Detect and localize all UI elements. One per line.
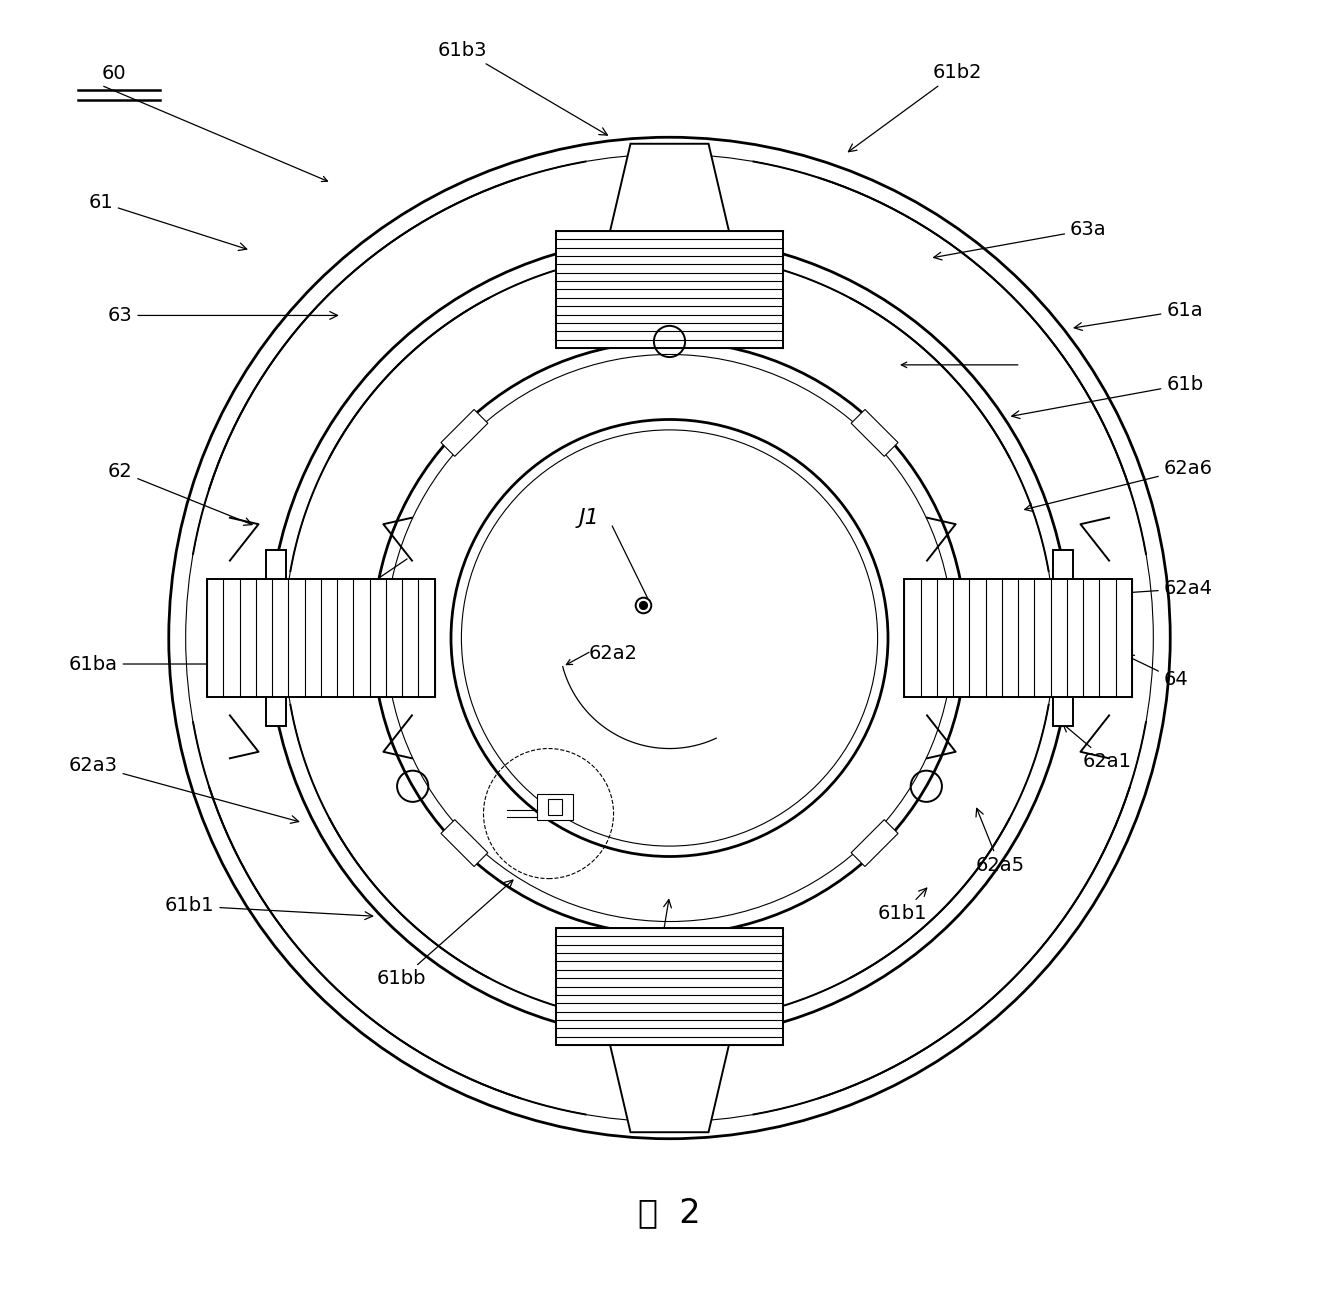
Text: 62a2: 62a2 (589, 644, 637, 663)
Polygon shape (266, 549, 285, 727)
Text: 图  2: 图 2 (639, 1197, 700, 1229)
Polygon shape (581, 1022, 758, 1042)
Text: J1: J1 (578, 508, 600, 529)
Text: 61ba: 61ba (68, 655, 242, 673)
Text: 61a1: 61a1 (628, 900, 678, 1009)
Text: 61b3: 61b3 (438, 40, 608, 135)
Polygon shape (607, 143, 732, 243)
Text: 62a5: 62a5 (975, 809, 1024, 875)
Text: 62a6: 62a6 (1024, 460, 1213, 512)
Polygon shape (904, 579, 1131, 697)
Polygon shape (441, 820, 487, 867)
Text: 60: 60 (102, 64, 126, 83)
Polygon shape (556, 928, 783, 1046)
Text: 61b2: 61b2 (849, 62, 981, 152)
Polygon shape (285, 583, 374, 693)
Circle shape (640, 602, 647, 609)
Text: 63a: 63a (933, 220, 1107, 260)
Polygon shape (852, 409, 898, 457)
Polygon shape (965, 583, 1054, 693)
Text: 64: 64 (1126, 655, 1189, 689)
Text: 62a4: 62a4 (1038, 579, 1213, 602)
Text: 61: 61 (88, 193, 246, 250)
Text: 62a1: 62a1 (1063, 724, 1131, 771)
Text: 61bb: 61bb (376, 880, 513, 988)
Polygon shape (208, 579, 435, 697)
Text: 62: 62 (107, 462, 252, 525)
Text: 61b1: 61b1 (877, 888, 927, 923)
Polygon shape (556, 230, 783, 348)
Text: 61b1: 61b1 (165, 896, 372, 919)
Text: 61b: 61b (1012, 375, 1204, 418)
Polygon shape (1054, 549, 1073, 727)
Bar (537, 794, 573, 820)
Text: 62a3: 62a3 (68, 756, 299, 823)
Bar (548, 799, 562, 815)
Polygon shape (607, 1032, 732, 1133)
Polygon shape (615, 254, 724, 341)
Polygon shape (615, 935, 724, 1022)
Text: 63: 63 (107, 306, 337, 326)
Text: 61a: 61a (1074, 301, 1202, 331)
Polygon shape (852, 820, 898, 867)
Polygon shape (441, 409, 487, 457)
Polygon shape (581, 234, 758, 254)
